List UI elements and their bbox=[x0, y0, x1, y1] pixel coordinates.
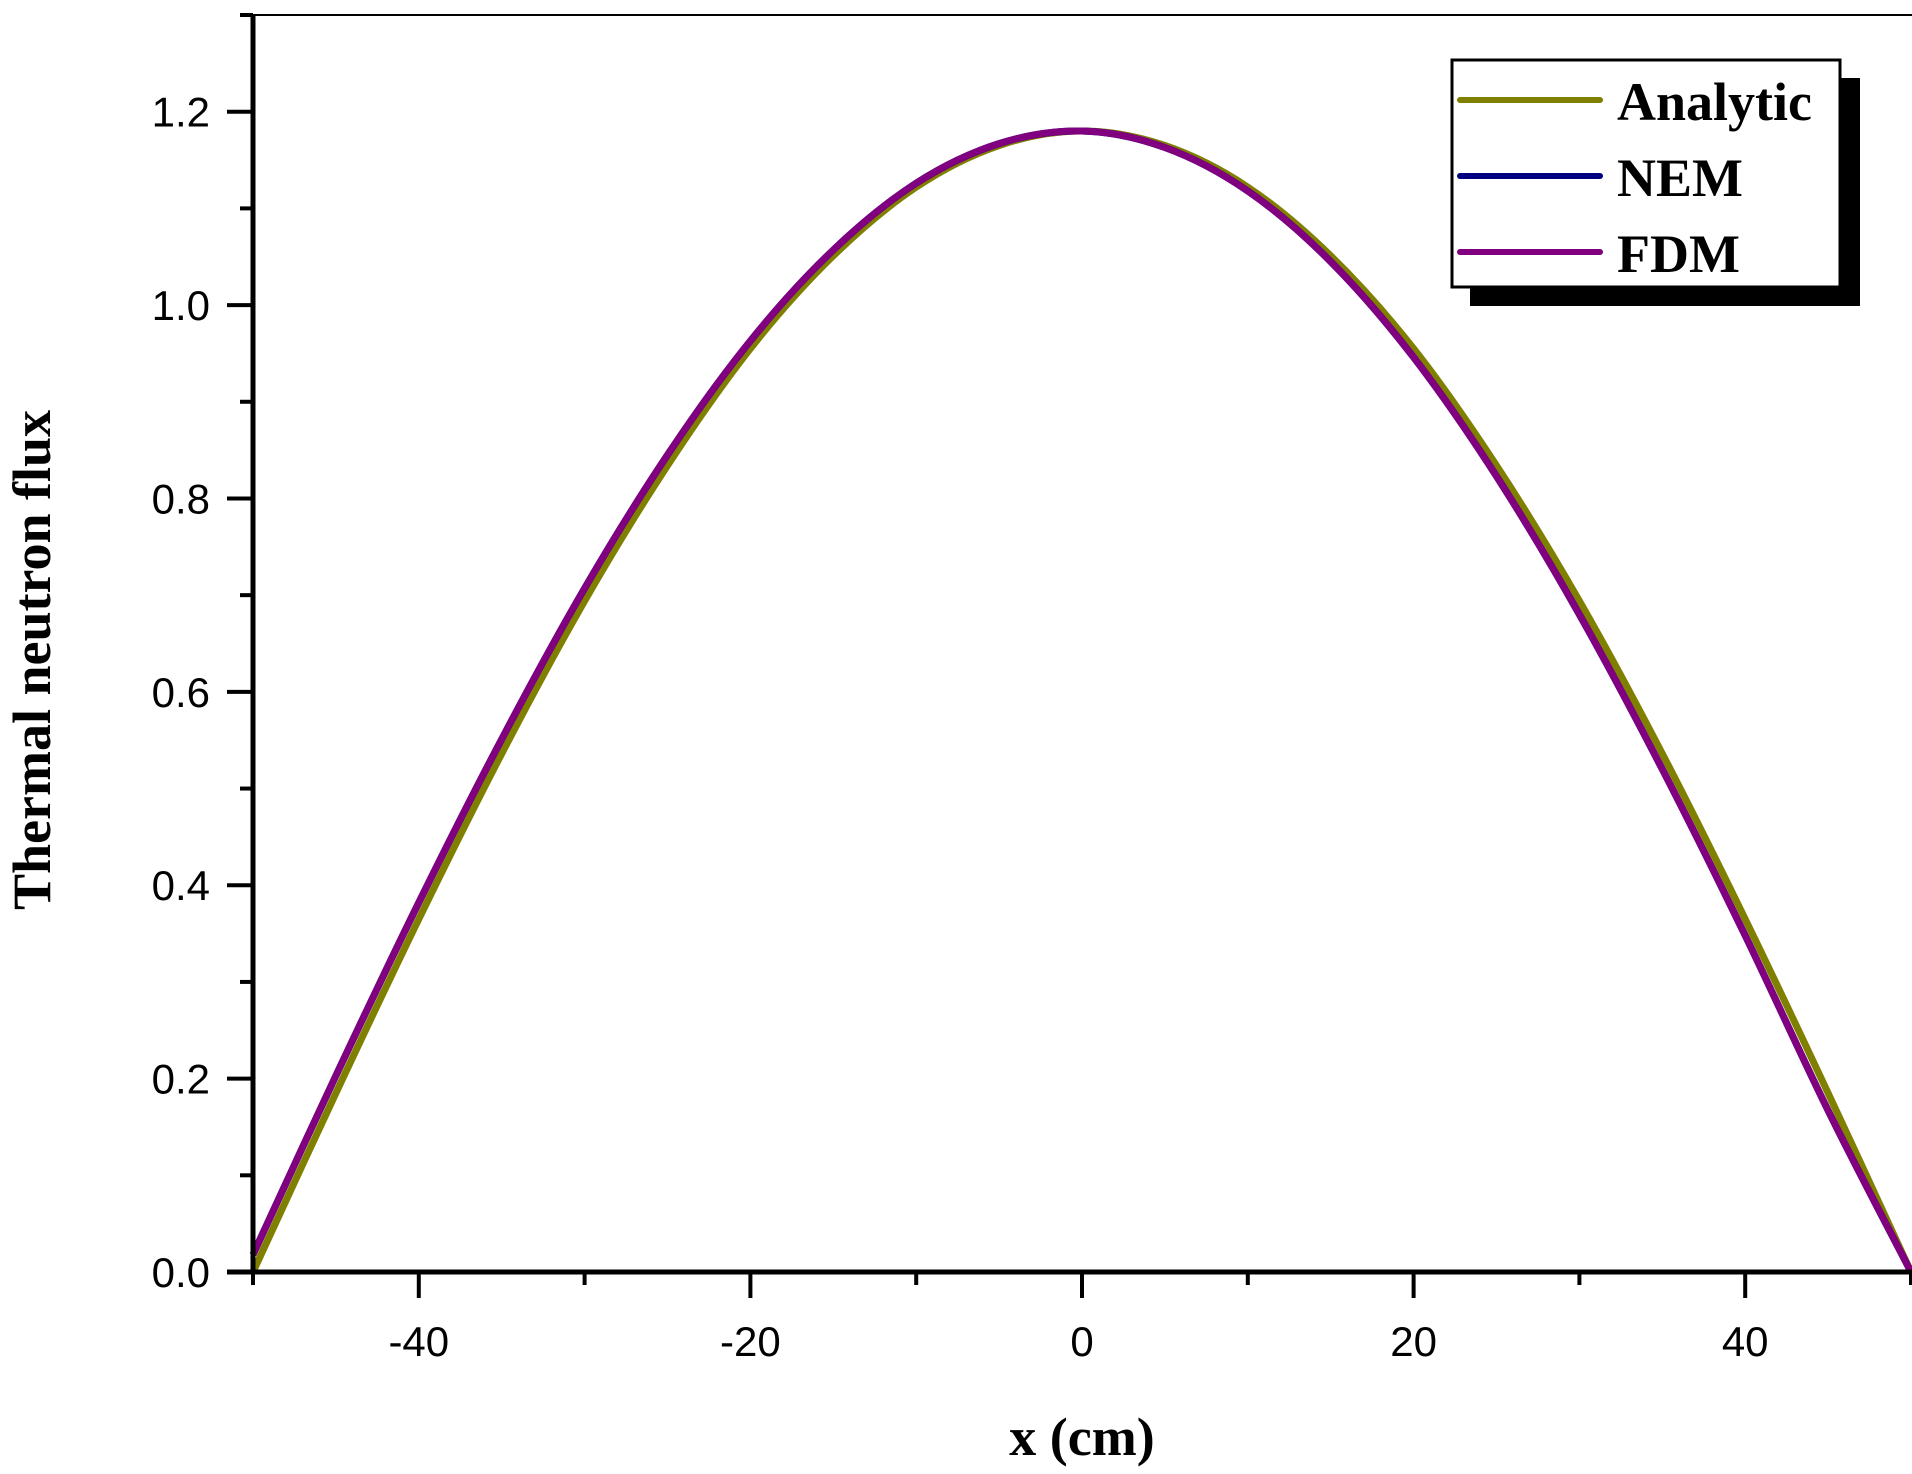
x-tick-label: 0 bbox=[1070, 1318, 1093, 1365]
y-tick-label: 0.0 bbox=[152, 1249, 210, 1296]
legend-label-fdm: FDM bbox=[1617, 224, 1740, 284]
series-line-fdm bbox=[249, 127, 1912, 1274]
y-axis-ticks: 0.0 0.2 0.4 0.6 0.8 1.0 1.2 bbox=[152, 13, 253, 1296]
legend: Analytic NEM FDM bbox=[1450, 58, 1860, 306]
x-tick-label: -20 bbox=[720, 1318, 781, 1365]
y-tick-label: 1.0 bbox=[152, 282, 210, 329]
x-tick-label: -40 bbox=[388, 1318, 449, 1365]
data-series-group bbox=[249, 127, 1912, 1274]
y-tick-label: 1.2 bbox=[152, 89, 210, 136]
x-axis-ticks: -40 -20 0 20 40 bbox=[251, 1272, 1912, 1365]
y-tick-label: 0.8 bbox=[152, 475, 210, 522]
legend-label-nem: NEM bbox=[1617, 148, 1743, 208]
y-tick-label: 0.6 bbox=[152, 669, 210, 716]
x-tick-label: 40 bbox=[1722, 1318, 1769, 1365]
x-tick-label: 20 bbox=[1390, 1318, 1437, 1365]
y-tick-label: 0.2 bbox=[152, 1056, 210, 1103]
legend-label-analytic: Analytic bbox=[1617, 72, 1812, 132]
y-tick-label: 0.4 bbox=[152, 862, 210, 909]
x-axis-title: x (cm) bbox=[1009, 1407, 1154, 1467]
y-axis-title: Thermal neutron flux bbox=[2, 410, 62, 910]
